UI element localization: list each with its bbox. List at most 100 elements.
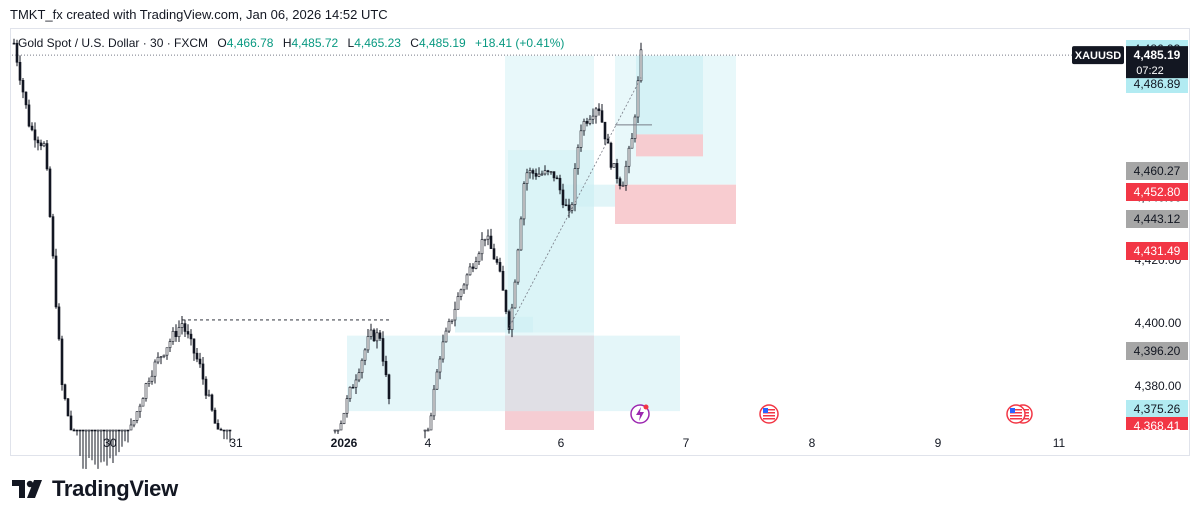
candle-body — [156, 356, 160, 363]
candle — [132, 420, 136, 428]
candle-body — [126, 429, 130, 432]
candle — [483, 238, 487, 247]
candle-body — [606, 138, 610, 144]
candle-body — [171, 330, 175, 342]
candle — [537, 167, 541, 178]
flag-stripe — [1010, 415, 1022, 417]
candle — [618, 176, 622, 190]
candle — [459, 288, 463, 301]
price-badge-bg — [1126, 162, 1188, 180]
candle-body — [93, 429, 97, 432]
candle-body — [576, 147, 580, 169]
candle — [153, 359, 157, 384]
candle-body — [462, 284, 466, 291]
candle — [54, 248, 58, 309]
candle — [123, 429, 127, 442]
price-badge-blue: 4,486.89 — [1126, 75, 1188, 93]
price-badge-value: 4,443.12 — [1134, 212, 1181, 226]
trend-line — [507, 77, 642, 330]
candle — [57, 303, 61, 341]
candle — [495, 256, 499, 265]
candle-body — [204, 378, 208, 396]
chart-frame — [10, 28, 1190, 456]
price-badge-red: 4,431.49 — [1126, 242, 1188, 260]
candle — [372, 328, 376, 342]
candle-body — [552, 171, 556, 179]
candle-body — [459, 289, 463, 297]
candle — [114, 429, 118, 456]
candle-body — [39, 142, 43, 147]
event-markers — [630, 404, 1033, 424]
candle — [549, 171, 553, 175]
open-value: 4,466.78 — [226, 36, 274, 50]
candle-body — [339, 423, 343, 431]
candle-body — [633, 116, 637, 139]
candle-body — [585, 121, 589, 124]
candle-body — [153, 361, 157, 377]
candle — [135, 411, 139, 424]
flag-canton — [763, 408, 768, 413]
candle-body — [150, 375, 154, 382]
candle — [216, 419, 220, 430]
candle — [621, 181, 625, 187]
flag-stripe — [763, 418, 775, 420]
candle — [369, 323, 373, 340]
candle-body — [57, 306, 61, 340]
candle-body — [582, 121, 586, 132]
candle — [504, 289, 508, 315]
price-badge-value: 4,431.49 — [1134, 244, 1181, 258]
candle — [105, 429, 109, 466]
candle-body — [612, 163, 616, 168]
price-badge-value: 4,486.89 — [1134, 77, 1181, 91]
candle — [207, 389, 211, 397]
candle-body — [618, 178, 622, 186]
last-price-value: 4,485.19 — [1134, 48, 1181, 62]
candle-body — [621, 185, 625, 187]
candle — [48, 166, 52, 218]
candle — [564, 198, 568, 207]
candle — [576, 144, 580, 175]
candle-body — [117, 429, 121, 432]
candle — [51, 213, 55, 259]
tradingview-logo[interactable]: TradingView — [12, 476, 178, 502]
flag-ring — [1006, 404, 1026, 424]
candle — [429, 412, 433, 431]
candle-body — [588, 118, 592, 124]
price-badge-bg — [1126, 183, 1188, 201]
time-tick-label: 2026 — [331, 436, 358, 450]
zone-rect-8 — [455, 316, 533, 333]
candle — [363, 348, 367, 366]
candle-body — [111, 429, 115, 432]
flag-stripe — [763, 415, 775, 417]
candle — [624, 160, 628, 191]
candle — [600, 104, 604, 123]
candle-body — [219, 428, 223, 431]
candle-body — [183, 323, 187, 332]
candle-body — [345, 398, 349, 414]
candle — [78, 429, 82, 456]
candle-body — [216, 423, 220, 430]
candle-body — [81, 429, 85, 432]
candle-body — [45, 143, 49, 170]
zone-rect-4 — [636, 134, 703, 157]
candle — [582, 118, 586, 136]
candle-body — [534, 173, 538, 177]
candle-body — [507, 311, 511, 330]
candle — [636, 76, 640, 124]
candle-body — [594, 108, 598, 117]
candle — [630, 133, 634, 149]
candle-body — [624, 165, 628, 186]
candle-body — [513, 281, 517, 309]
candle-body — [180, 323, 184, 328]
candle — [75, 429, 79, 436]
candle — [525, 168, 529, 191]
candle — [441, 334, 445, 363]
candle-body — [600, 110, 604, 123]
candle — [534, 168, 538, 180]
candle — [438, 356, 442, 380]
time-tick-label: 7 — [683, 436, 690, 450]
event-dot — [643, 404, 649, 410]
candle-body — [168, 341, 172, 349]
candle-body — [159, 356, 163, 359]
